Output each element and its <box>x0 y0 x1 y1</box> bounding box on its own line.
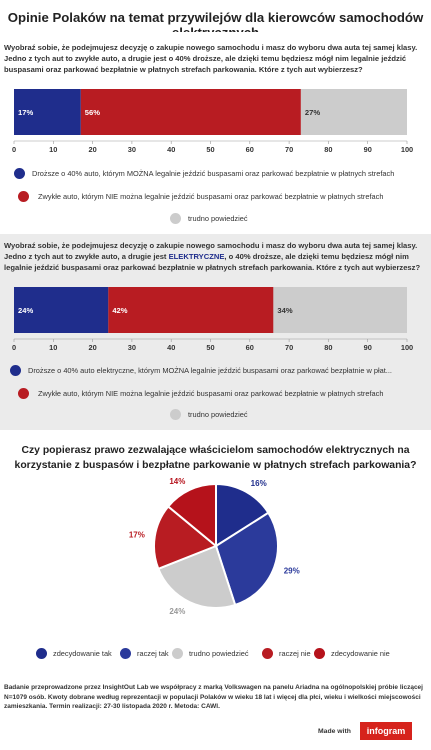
legend-label: trudno powiedzieć <box>189 649 249 658</box>
legend-dot-icon <box>18 191 29 202</box>
pie-legend-item-1: zdecydowanie tak <box>36 648 112 659</box>
data-label: 17% <box>18 108 33 117</box>
pie-legend-item-5: zdecydowanie nie <box>314 648 390 659</box>
x-tick-label: 70 <box>285 145 293 154</box>
x-tick-label: 30 <box>128 145 136 154</box>
legend-label: zdecydowanie nie <box>331 649 390 658</box>
pie-legend: zdecydowanie tak raczej tak trudno powie… <box>0 648 431 664</box>
pie-slice-label: 14% <box>169 477 185 486</box>
x-tick-label: 80 <box>324 145 332 154</box>
legend-label: Zwykłe auto, którym NIE można legalnie j… <box>38 192 384 201</box>
bar-segment-1 <box>14 287 109 333</box>
question-2-highlight: ELEKTRYCZNE <box>168 252 225 262</box>
legend-label: raczej nie <box>279 649 311 658</box>
legend-dot-icon <box>262 648 273 659</box>
legend-dot-icon <box>14 168 25 179</box>
bar-segment-3 <box>273 287 407 333</box>
legend-item-2-2: Zwykłe auto, którym NIE można legalnie j… <box>0 387 431 401</box>
question-2-pre: Wyobraź sobie, że podejmujesz decyzję o … <box>4 241 418 262</box>
legend-dot-icon <box>120 648 131 659</box>
pie-chart: 16% 29% 24% 17% 14% <box>129 477 300 616</box>
bar-segment-2 <box>108 287 274 333</box>
pie-slice-label: 16% <box>251 479 267 488</box>
footnote: Badanie przeprowadzone przez InsightOut … <box>4 684 423 710</box>
legend-dot-icon <box>18 388 29 399</box>
legend-dot-icon <box>314 648 325 659</box>
bar-segment-1 <box>14 89 81 135</box>
pie-title: Czy popierasz prawo zezwalające właścici… <box>14 445 417 471</box>
x-tick-label: 50 <box>206 343 214 352</box>
x-tick-label: 0 <box>12 145 16 154</box>
x-tick-label: 60 <box>246 343 254 352</box>
pie-slice-label: 29% <box>284 566 300 575</box>
legend-label: zdecydowanie tak <box>53 649 112 658</box>
data-label: 56% <box>85 108 100 117</box>
x-tick-label: 80 <box>324 343 332 352</box>
legend-dot-icon <box>170 409 181 420</box>
pie-slice-2 <box>214 511 279 607</box>
legend-dot-icon <box>36 648 47 659</box>
legend-label: raczej tak <box>137 649 169 658</box>
x-tick-label: 40 <box>167 145 175 154</box>
legend-dot-icon <box>172 648 183 659</box>
x-tick-label: 10 <box>49 145 57 154</box>
x-tick-label: 30 <box>128 343 136 352</box>
question-2-post: , o 40% droższe, ale dzięki temu będzies… <box>4 252 421 273</box>
x-tick-label: 70 <box>285 343 293 352</box>
x-tick-label: 90 <box>364 145 372 154</box>
legend-label: trudno powiedzieć <box>188 410 248 419</box>
legend-item-1-3: trudno powiedzieć <box>0 212 431 226</box>
question-2: Wyobraź sobie, że podejmujesz decyzję o … <box>4 240 424 274</box>
data-label: 42% <box>112 306 127 315</box>
data-label: 27% <box>305 108 320 117</box>
section-standard-car: Wyobraź sobie, że podejmujesz decyzję o … <box>0 32 431 232</box>
stacked-bar-chart-2: 24% 42% 34% 0 10 20 30 40 50 60 70 80 90 100 <box>12 287 413 352</box>
legend-label: Droższe o 40% auto, którym MOŻNA legalni… <box>32 169 395 178</box>
x-tick-label: 50 <box>206 145 214 154</box>
x-tick-label: 20 <box>88 343 96 352</box>
question-1: Wyobraź sobie, że podejmujesz decyzję o … <box>4 43 418 75</box>
legend-dot-icon <box>10 365 21 376</box>
legend-label: Droższe o 40% auto elektryczne, którym M… <box>28 366 392 375</box>
x-tick-label: 100 <box>401 145 413 154</box>
pie-legend-item-4: raczej nie <box>262 648 311 659</box>
pie-slice-label: 17% <box>129 531 145 540</box>
legend-label: Zwykłe auto, którym NIE można legalnie j… <box>38 389 384 398</box>
pie-slice-5 <box>166 482 217 549</box>
data-label: 34% <box>277 306 292 315</box>
legend-item-2-1: Droższe o 40% auto elektryczne, którym M… <box>0 364 431 378</box>
legend-item-1-2: Zwykłe auto, którym NIE można legalnie j… <box>0 190 431 204</box>
pie-legend-item-2: raczej tak <box>120 648 169 659</box>
data-label: 24% <box>18 306 33 315</box>
section-electric-car: Wyobraź sobie, że podejmujesz decyzję o … <box>0 234 431 430</box>
legend-dot-icon <box>170 213 181 224</box>
infogram-logo[interactable]: infogram <box>360 722 412 740</box>
made-with-label: Made with <box>318 728 351 735</box>
x-tick-label: 20 <box>88 145 96 154</box>
pie-legend-item-3: trudno powiedzieć <box>172 648 249 659</box>
pie-slice-1 <box>215 482 270 548</box>
x-tick-label: 60 <box>246 145 254 154</box>
legend-item-2-3: trudno powiedzieć <box>0 408 431 422</box>
stacked-bar-chart-1: 17% 56% 27% 0 10 20 30 40 50 60 70 80 90 100 <box>12 89 413 154</box>
x-tick-label: 100 <box>401 343 413 352</box>
pie-slice-label: 24% <box>169 607 185 616</box>
x-tick-label: 40 <box>167 343 175 352</box>
x-tick-label: 90 <box>364 343 372 352</box>
pie-slice-4 <box>153 505 218 571</box>
x-tick-label: 0 <box>12 343 16 352</box>
x-tick-label: 10 <box>49 343 57 352</box>
legend-item-1-1: Droższe o 40% auto, którym MOŻNA legalni… <box>0 167 431 181</box>
legend-label: trudno powiedzieć <box>188 214 248 223</box>
bar-segment-3 <box>300 89 407 135</box>
bar-segment-2 <box>80 89 301 135</box>
